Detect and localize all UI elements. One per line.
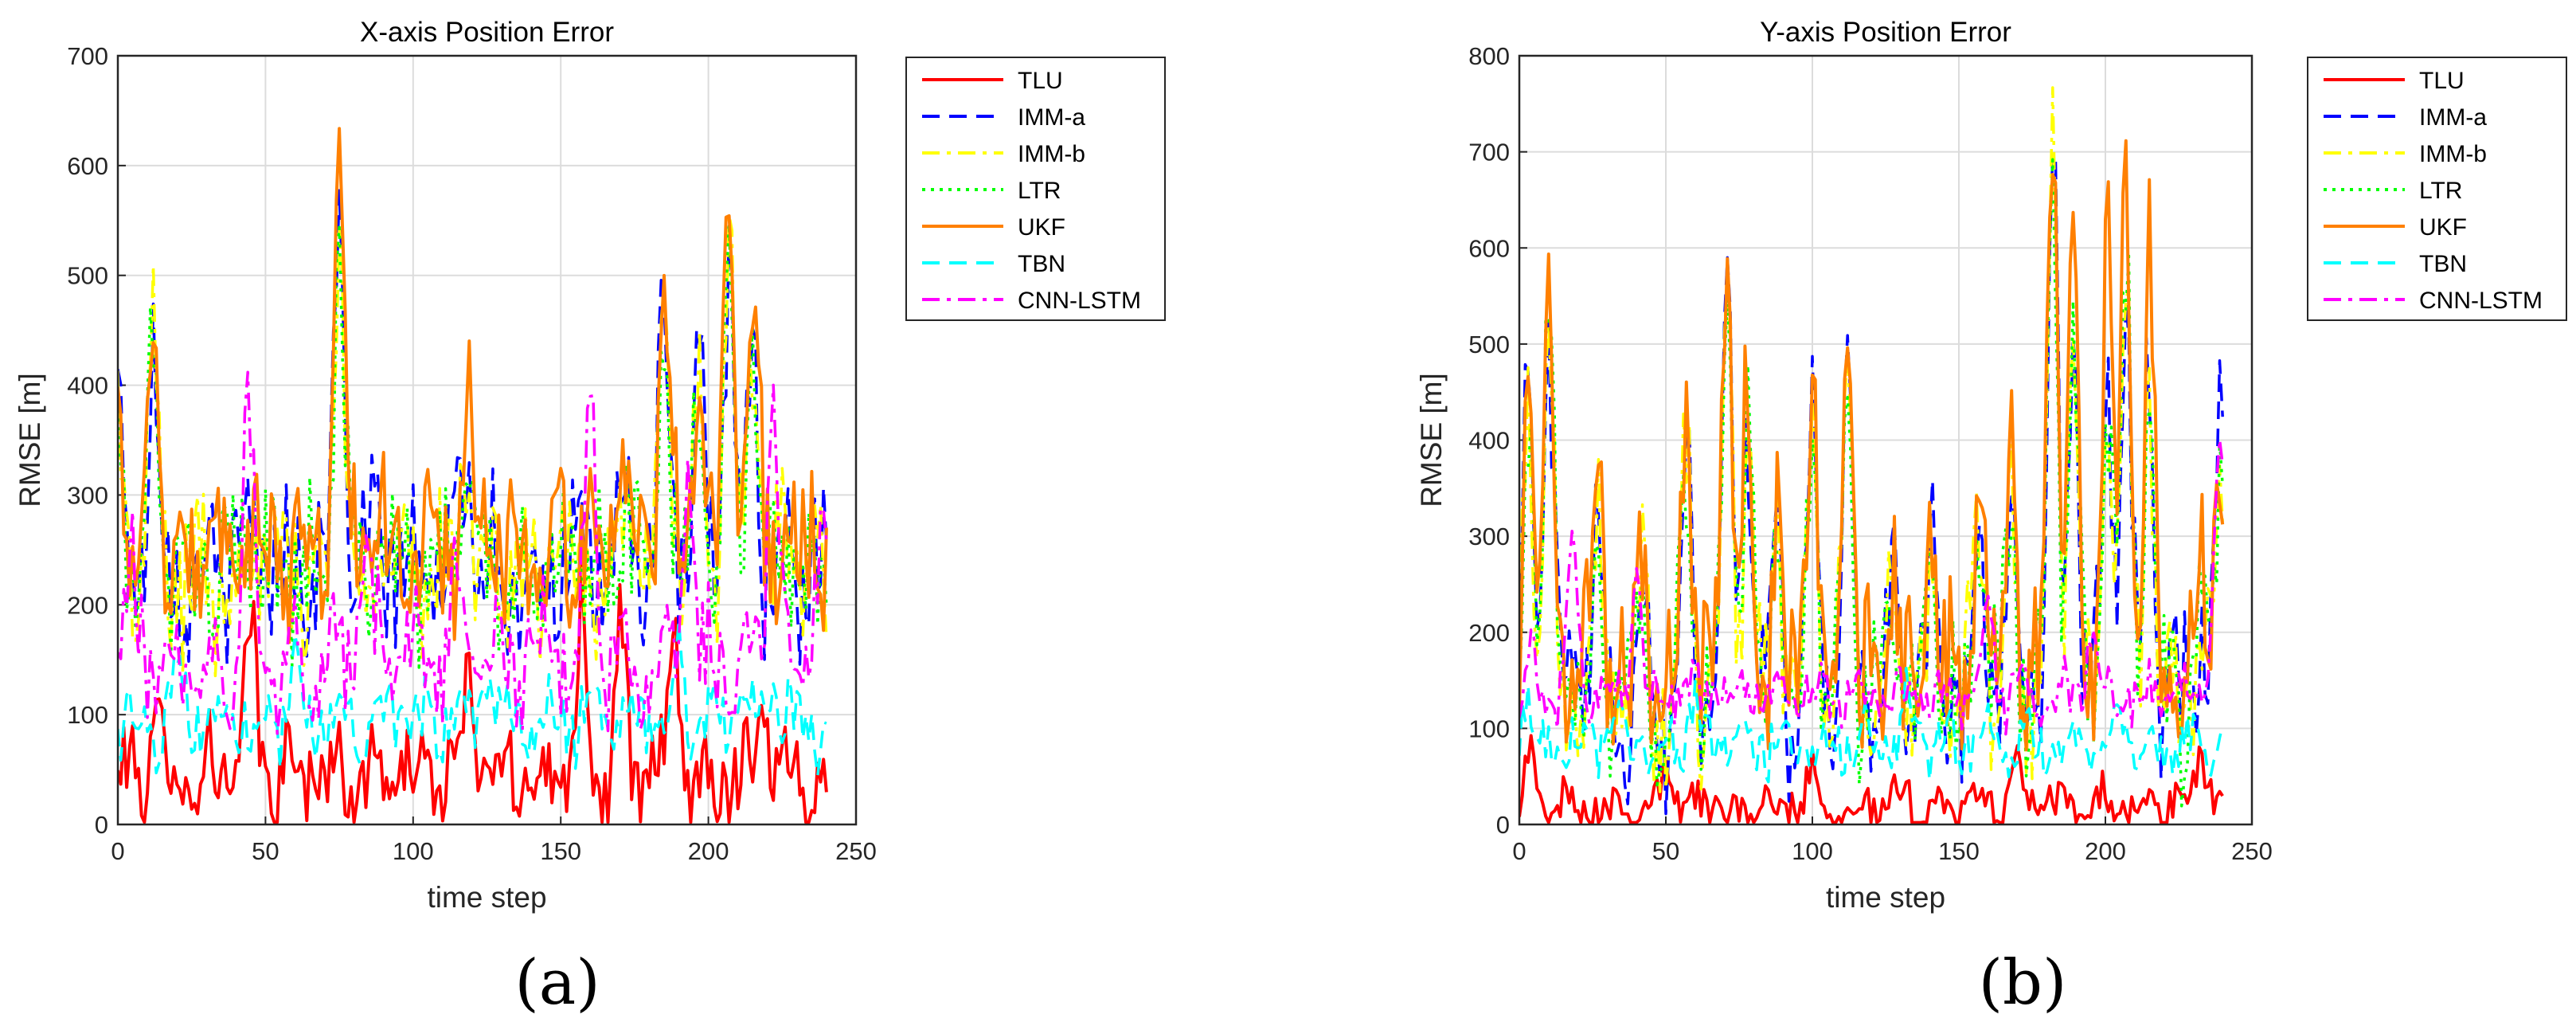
y-tick-label: 100 (1468, 715, 1510, 742)
legend-label: TLU (1018, 68, 1063, 94)
y-tick-label: 300 (67, 481, 108, 509)
y-axis-label: RMSE [m] (14, 373, 46, 507)
x-tick-label: 50 (252, 837, 279, 865)
y-tick-label: 200 (67, 591, 108, 619)
series-line-ltr (118, 223, 828, 669)
x-tick-label: 50 (1652, 837, 1679, 865)
y-tick-label: 400 (1468, 427, 1510, 455)
x-tick-label: 250 (2231, 837, 2273, 865)
y-tick-label: 600 (67, 152, 108, 180)
legend-label: LTR (1018, 178, 1061, 204)
legend-label: CNN-LSTM (2419, 288, 2543, 314)
chart-title: Y-axis Position Error (1760, 17, 2011, 48)
y-tick-label: 0 (95, 811, 108, 839)
x-tick-label: 0 (1512, 837, 1526, 865)
legend-label: TBN (2419, 251, 2467, 277)
legend-label: IMM-a (1018, 104, 1085, 131)
axes-box (1518, 54, 2254, 826)
x-tick-label: 250 (835, 837, 877, 865)
chart-panel-a: 0 50 100 150 200 250 0 100 200 300 400 500 600 700 X-a… (14, 17, 1166, 1019)
y-tick-label: 0 (1496, 811, 1510, 839)
x-axis-label: time step (427, 881, 546, 914)
legend-label: UKF (2419, 214, 2467, 241)
legend-label: IMM-b (2419, 141, 2487, 167)
x-tick-label: 0 (111, 837, 124, 865)
legend-label: IMM-b (1018, 141, 1085, 167)
x-tick-label: 100 (1792, 837, 1833, 865)
series-line-ukf (118, 127, 828, 644)
legend-label: LTR (2419, 178, 2462, 204)
x-axis-label: time step (1826, 881, 1945, 914)
panel-label: (b) (1979, 947, 2067, 1019)
y-tick-label: 100 (67, 701, 108, 729)
y-tick-label: 200 (1468, 619, 1510, 647)
y-tick-label: 700 (1468, 139, 1510, 166)
y-tick-label: 600 (1468, 234, 1510, 262)
legend: TLU IMM-a IMM-b LTR UKF TBN CNN-LSTM (905, 57, 1166, 321)
series-line-tlu (1519, 734, 2224, 824)
legend-label: TLU (2419, 68, 2465, 94)
x-tick-label: 100 (393, 837, 434, 865)
x-tick-label: 150 (1938, 837, 1980, 865)
axes-box (116, 54, 858, 826)
series-line-tbn (1519, 667, 2224, 784)
chart-title: X-axis Position Error (360, 17, 614, 48)
legend: TLU IMM-a IMM-b LTR UKF TBN CNN-LSTM (2307, 57, 2567, 321)
y-tick-label: 800 (1468, 42, 1510, 70)
x-tick-label: 200 (688, 837, 729, 865)
y-tick-label: 500 (67, 262, 108, 290)
legend-label: UKF (1018, 214, 1065, 241)
series-group (118, 127, 828, 824)
y-tick-label: 300 (1468, 523, 1510, 550)
x-tick-label: 200 (2085, 837, 2126, 865)
legend-label: CNN-LSTM (1018, 288, 1141, 314)
panel-label: (a) (514, 947, 600, 1019)
x-tick-label: 150 (540, 837, 581, 865)
series-group (1519, 86, 2225, 824)
y-tick-label: 400 (67, 372, 108, 400)
series-line-tbn (118, 617, 827, 777)
series-line-imm-a (1519, 154, 2224, 816)
y-axis-label: RMSE [m] (1415, 373, 1448, 507)
legend-label: TBN (1018, 251, 1065, 277)
series-line-cnn-lstm (1519, 437, 2224, 736)
chart-panel-b: 0 50 100 150 200 250 0 100 200 300 400 500 600 700 800… (1415, 17, 2567, 1019)
series-line-imm-b (118, 213, 828, 678)
y-tick-label: 500 (1468, 331, 1510, 358)
legend-label: IMM-a (2419, 104, 2487, 131)
y-tick-label: 700 (67, 42, 108, 70)
series-line-cnn-lstm (118, 370, 828, 735)
